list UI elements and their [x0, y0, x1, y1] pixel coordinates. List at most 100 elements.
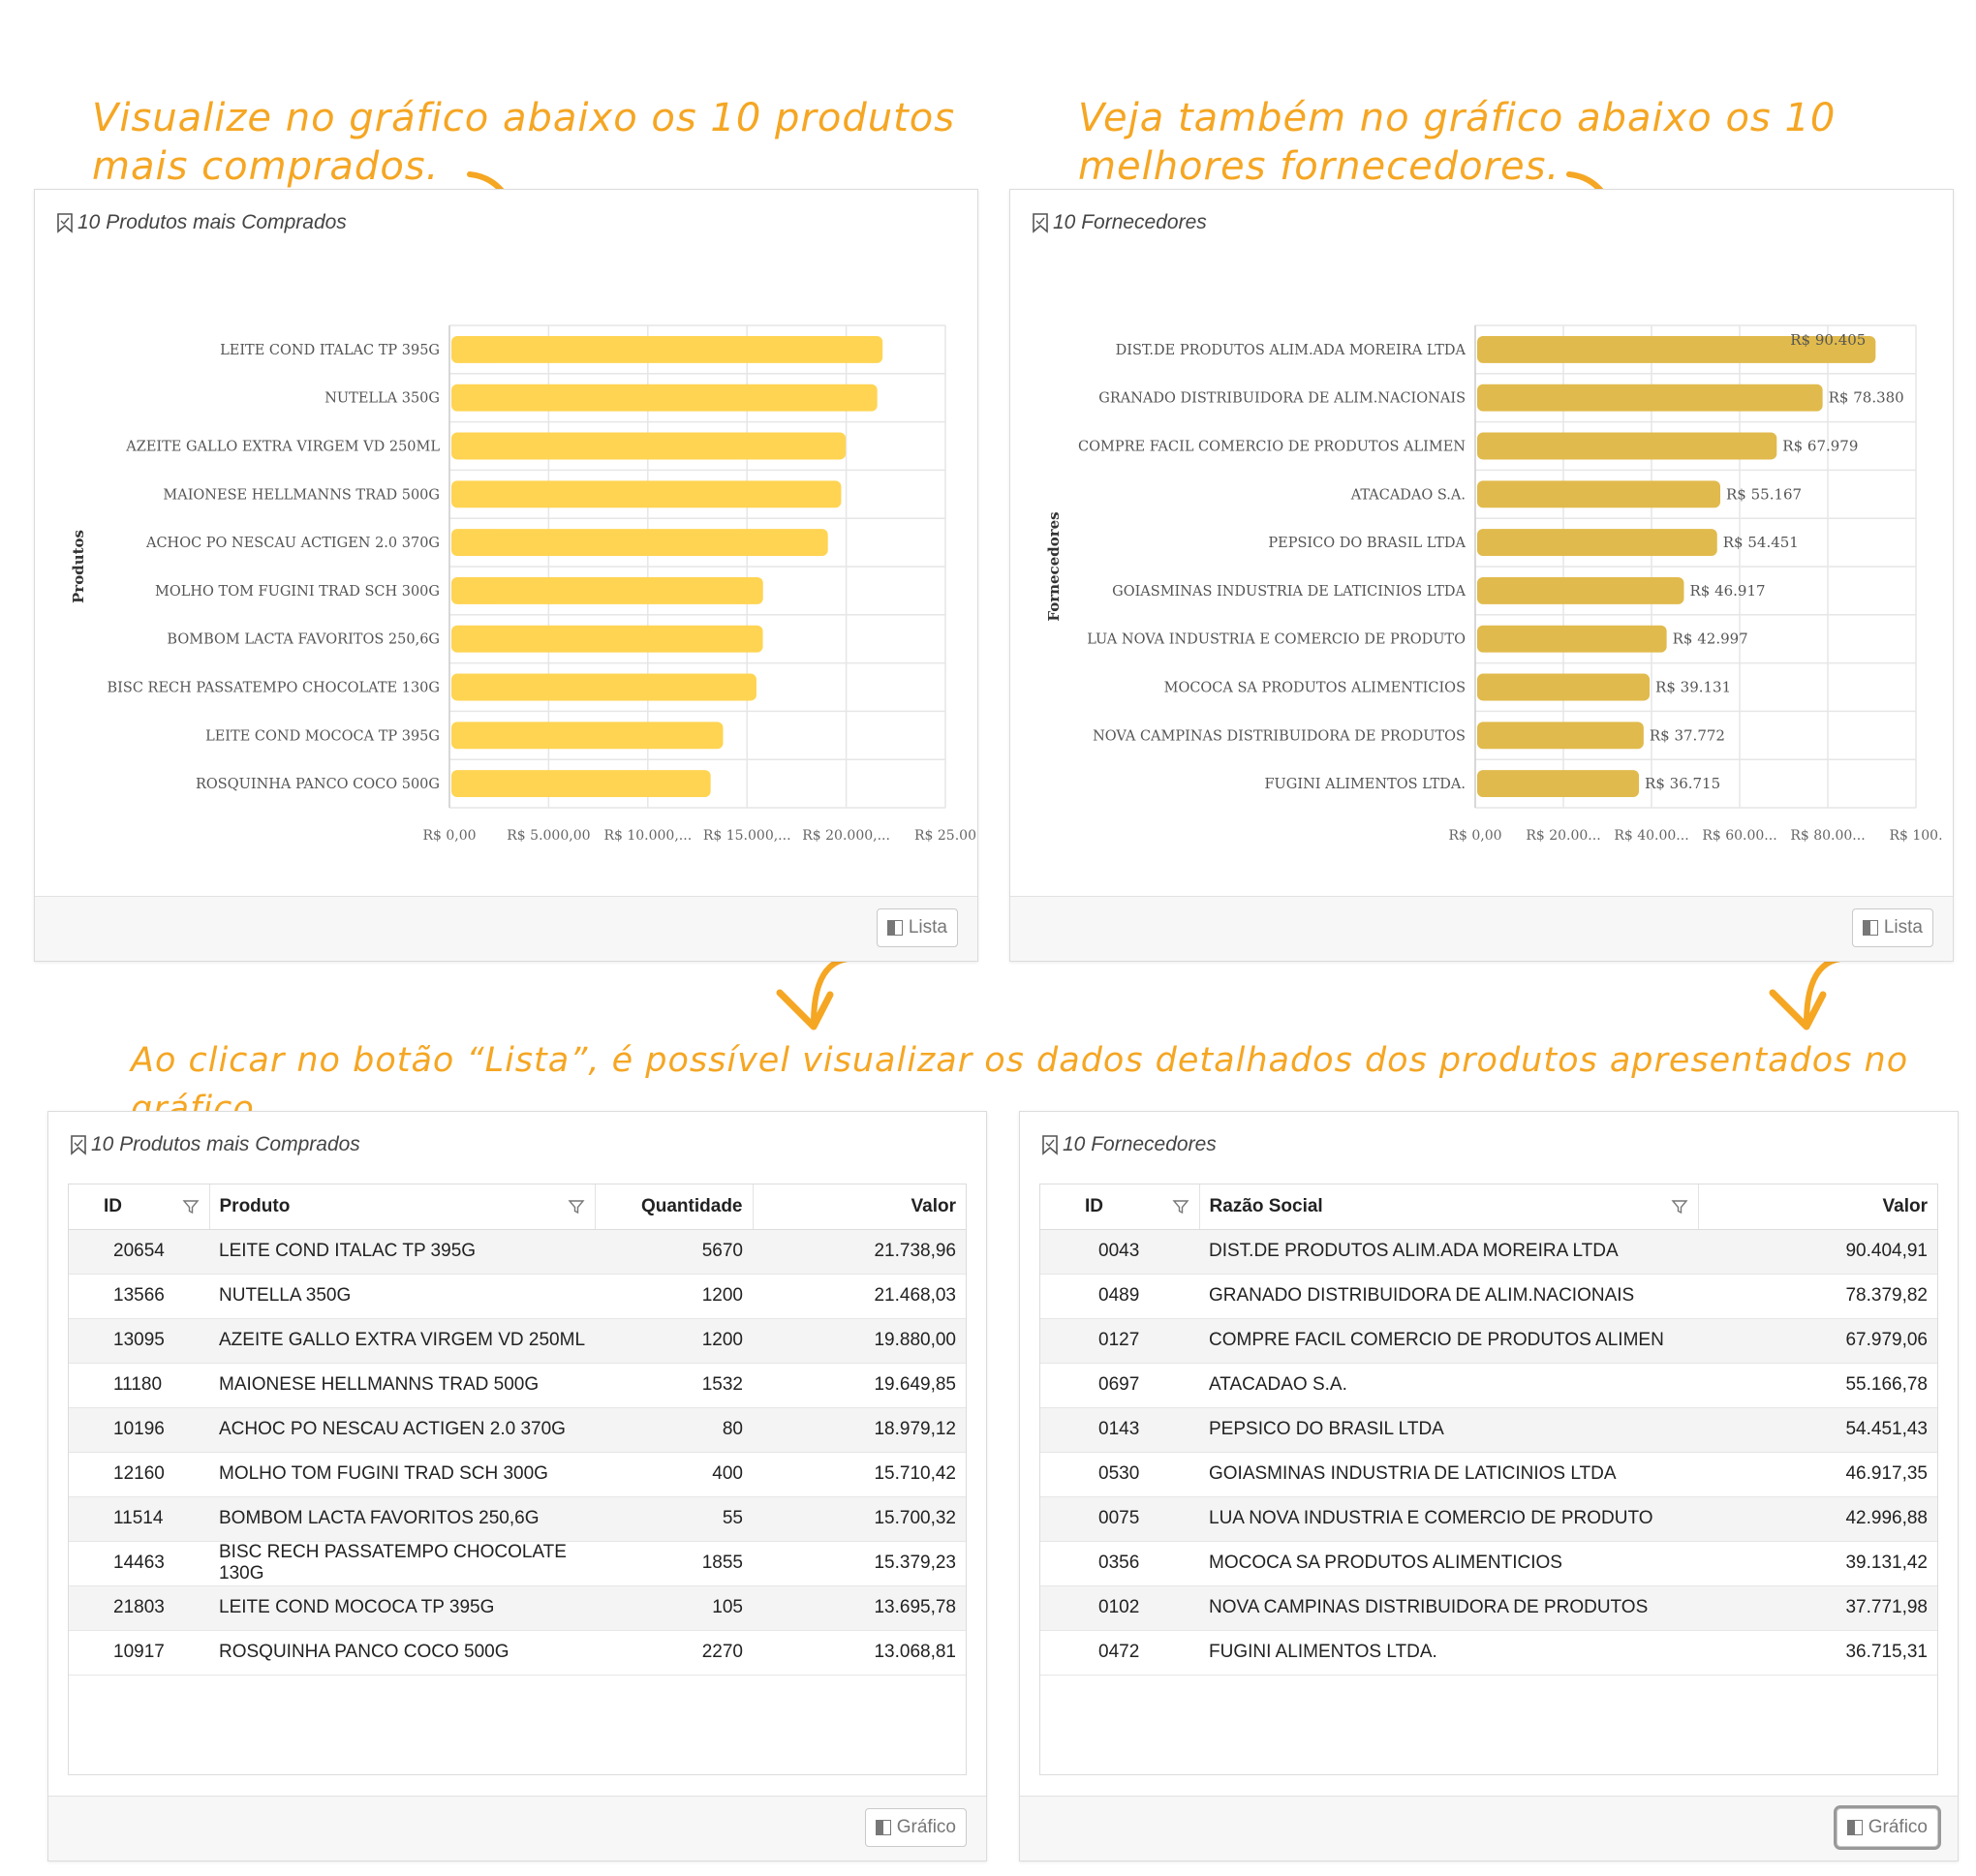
table-cell: BOMBOM LACTA FAVORITOS 250,6G — [209, 1496, 595, 1542]
table-row[interactable]: 13095 AZEITE GALLO EXTRA VIRGEM VD 250ML 1… — [69, 1318, 966, 1364]
x-tick-label: R$ 40.00... — [1614, 828, 1688, 844]
category-label: DIST.DE PRODUTOS ALIM.ADA MOREIRA LTDA — [1116, 343, 1467, 358]
category-label: FUGINI ALIMENTOS LTDA. — [1265, 777, 1467, 792]
products-table-wrap: ID Produto Quantidade Valor 20654 LEITE C… — [68, 1184, 967, 1775]
table-cell: 21.738,96 — [753, 1229, 966, 1275]
table-row[interactable]: 0472 FUGINI ALIMENTOS LTDA. 36.715,31 — [1040, 1630, 1937, 1676]
list-button[interactable]: Lista — [1851, 908, 1933, 947]
table-row[interactable]: 11514 BOMBOM LACTA FAVORITOS 250,6G 55 15.7… — [69, 1496, 966, 1542]
category-label: GOIASMINAS INDUSTRIA DE LATICINIOS LTDA — [1112, 584, 1466, 600]
list-button-label: Lista — [908, 917, 947, 938]
column-header-produto[interactable]: Produto — [209, 1184, 596, 1230]
category-label: MAIONESE HELLMANNS TRAD 500G — [163, 487, 440, 503]
table-row[interactable]: 11180 MAIONESE HELLMANNS TRAD 500G 1532 19.… — [69, 1363, 966, 1408]
chart-button[interactable]: Gráfico — [1836, 1808, 1938, 1847]
table-row[interactable]: 0489 GRANADO DISTRIBUIDORA DE ALIM.NACION… — [1040, 1274, 1937, 1319]
table-row[interactable]: 10917 ROSQUINHA PANCO COCO 500G 2270 13.068… — [69, 1630, 966, 1676]
table-cell: 0530 — [1040, 1452, 1199, 1497]
table-row[interactable]: 0530 GOIASMINAS INDUSTRIA DE LATICINIOS L… — [1040, 1452, 1937, 1497]
x-tick-label: R$ 100. — [1889, 828, 1942, 844]
table-cell: 13.068,81 — [753, 1630, 966, 1676]
table-cell: 1200 — [595, 1318, 753, 1364]
table-row[interactable]: 0127 COMPRE FACIL COMERCIO DE PRODUTOS AL… — [1040, 1318, 1937, 1364]
bar — [1477, 722, 1644, 750]
table-row[interactable]: 12160 MOLHO TOM FUGINI TRAD SCH 300G 400 15… — [69, 1452, 966, 1497]
data-label: R$ 54.451 — [1723, 534, 1799, 551]
table-cell: 10917 — [69, 1630, 209, 1676]
filter-icon[interactable] — [1171, 1198, 1189, 1215]
table-row[interactable]: 13566 NUTELLA 350G 1200 21.468,03 — [69, 1274, 966, 1319]
table-cell: 12160 — [69, 1452, 209, 1497]
bar — [451, 529, 828, 557]
table-cell: 39.131,42 — [1698, 1541, 1937, 1586]
panel-title-text: 10 Produtos mais Comprados — [91, 1133, 360, 1155]
annotation-line: Visualize no gráfico abaixo os 10 produt… — [92, 96, 956, 140]
bar — [1477, 770, 1640, 798]
table-cell: 11514 — [69, 1496, 209, 1542]
products-chart-panel: 10 Produtos mais Comprados LEITE COND IT… — [34, 189, 978, 962]
table-row[interactable]: 0697 ATACADAO S.A. 55.166,78 — [1040, 1363, 1937, 1408]
filter-icon[interactable] — [1670, 1198, 1688, 1215]
table-row[interactable]: 0143 PEPSICO DO BRASIL LTDA 54.451,43 — [1040, 1407, 1937, 1453]
filter-icon[interactable] — [567, 1198, 585, 1215]
filter-icon[interactable] — [181, 1198, 200, 1215]
column-header-label: Quantidade — [640, 1195, 743, 1216]
chart-button[interactable]: Gráfico — [864, 1808, 967, 1847]
panel-toggle-icon — [875, 1820, 891, 1835]
table-row[interactable]: 10196 ACHOC PO NESCAU ACTIGEN 2.0 370G 80 1… — [69, 1407, 966, 1453]
column-header-id[interactable]: ID — [69, 1184, 210, 1230]
category-label: AZEITE GALLO EXTRA VIRGEM VD 250ML — [125, 440, 440, 455]
annotation-products: Visualize no gráfico abaixo os 10 produt… — [92, 94, 955, 191]
bookmark-icon — [1033, 213, 1048, 233]
suppliers-chart-panel: 10 Fornecedores DIST.DE PRODUTOS ALIM.AD… — [1009, 189, 1954, 962]
column-header-valor[interactable]: Valor — [753, 1184, 966, 1230]
table-cell: 13566 — [69, 1274, 209, 1319]
data-label: R$ 36.715 — [1645, 775, 1720, 792]
table-row[interactable]: 21803 LEITE COND MOCOCA TP 395G 105 13.695,… — [69, 1585, 966, 1631]
list-button[interactable]: Lista — [876, 908, 958, 947]
column-header-label: ID — [104, 1195, 122, 1216]
table-cell: 55.166,78 — [1698, 1363, 1937, 1408]
bar — [1477, 673, 1651, 701]
panel-title: 10 Fornecedores — [1032, 211, 1207, 234]
table-row[interactable]: 0075 LUA NOVA INDUSTRIA E COMERCIO DE PRO… — [1040, 1496, 1937, 1542]
bar — [451, 673, 756, 701]
table-row[interactable]: 20654 LEITE COND ITALAC TP 395G 5670 21.738… — [69, 1229, 966, 1275]
table-cell: LEITE COND MOCOCA TP 395G — [209, 1585, 595, 1631]
table-cell: 0102 — [1040, 1585, 1199, 1631]
bar — [451, 770, 711, 798]
table-cell: 1532 — [595, 1363, 753, 1408]
table-cell: 13.695,78 — [753, 1585, 966, 1631]
panel-toggle-icon — [1862, 920, 1878, 936]
suppliers-table-panel: 10 Fornecedores ID Razão Social Valor 00… — [1019, 1111, 1959, 1861]
table-header-row: ID Produto Quantidade Valor — [69, 1184, 966, 1230]
bookmark-icon — [57, 213, 73, 233]
table-cell: 78.379,82 — [1698, 1274, 1937, 1319]
column-header-valor[interactable]: Valor — [1698, 1184, 1937, 1230]
table-row[interactable]: 14463 BISC RECH PASSATEMPO CHOCOLATE 130G… — [69, 1541, 966, 1586]
table-cell: 21.468,03 — [753, 1274, 966, 1319]
table-row[interactable]: 0043 DIST.DE PRODUTOS ALIM.ADA MOREIRA LT… — [1040, 1229, 1937, 1275]
data-label: R$ 39.131 — [1655, 679, 1731, 696]
category-label: BISC RECH PASSATEMPO CHOCOLATE 130G — [108, 681, 440, 696]
table-cell: 0489 — [1040, 1274, 1199, 1319]
x-tick-label: R$ 25.00 — [914, 828, 976, 844]
table-cell: ROSQUINHA PANCO COCO 500G — [209, 1630, 595, 1676]
table-cell: GRANADO DISTRIBUIDORA DE ALIM.NACIONAIS — [1199, 1274, 1698, 1319]
bar — [451, 335, 883, 363]
table-cell: 54.451,43 — [1698, 1407, 1937, 1453]
table-row[interactable]: 0102 NOVA CAMPINAS DISTRIBUIDORA DE PRODU… — [1040, 1585, 1937, 1631]
x-tick-label: R$ 0,00 — [1448, 828, 1501, 844]
table-row[interactable]: 0356 MOCOCA SA PRODUTOS ALIMENTICIOS 39.13… — [1040, 1541, 1937, 1586]
column-header-quantidade[interactable]: Quantidade — [595, 1184, 754, 1230]
table-cell: 37.771,98 — [1698, 1585, 1937, 1631]
column-header-razao-social[interactable]: Razão Social — [1199, 1184, 1699, 1230]
category-label: ROSQUINHA PANCO COCO 500G — [196, 777, 440, 792]
suppliers-bar-chart: DIST.DE PRODUTOS ALIM.ADA MOREIRA LTDA R$… — [1045, 324, 1943, 844]
x-tick-label: R$ 10.000,... — [603, 828, 692, 844]
column-header-id[interactable]: ID — [1040, 1184, 1200, 1230]
x-tick-label: R$ 20.000,... — [802, 828, 890, 844]
table-cell: LEITE COND ITALAC TP 395G — [209, 1229, 595, 1275]
category-label: COMPRE FACIL COMERCIO DE PRODUTOS ALIMEN — [1078, 440, 1466, 455]
x-tick-label: R$ 60.00... — [1702, 828, 1776, 844]
